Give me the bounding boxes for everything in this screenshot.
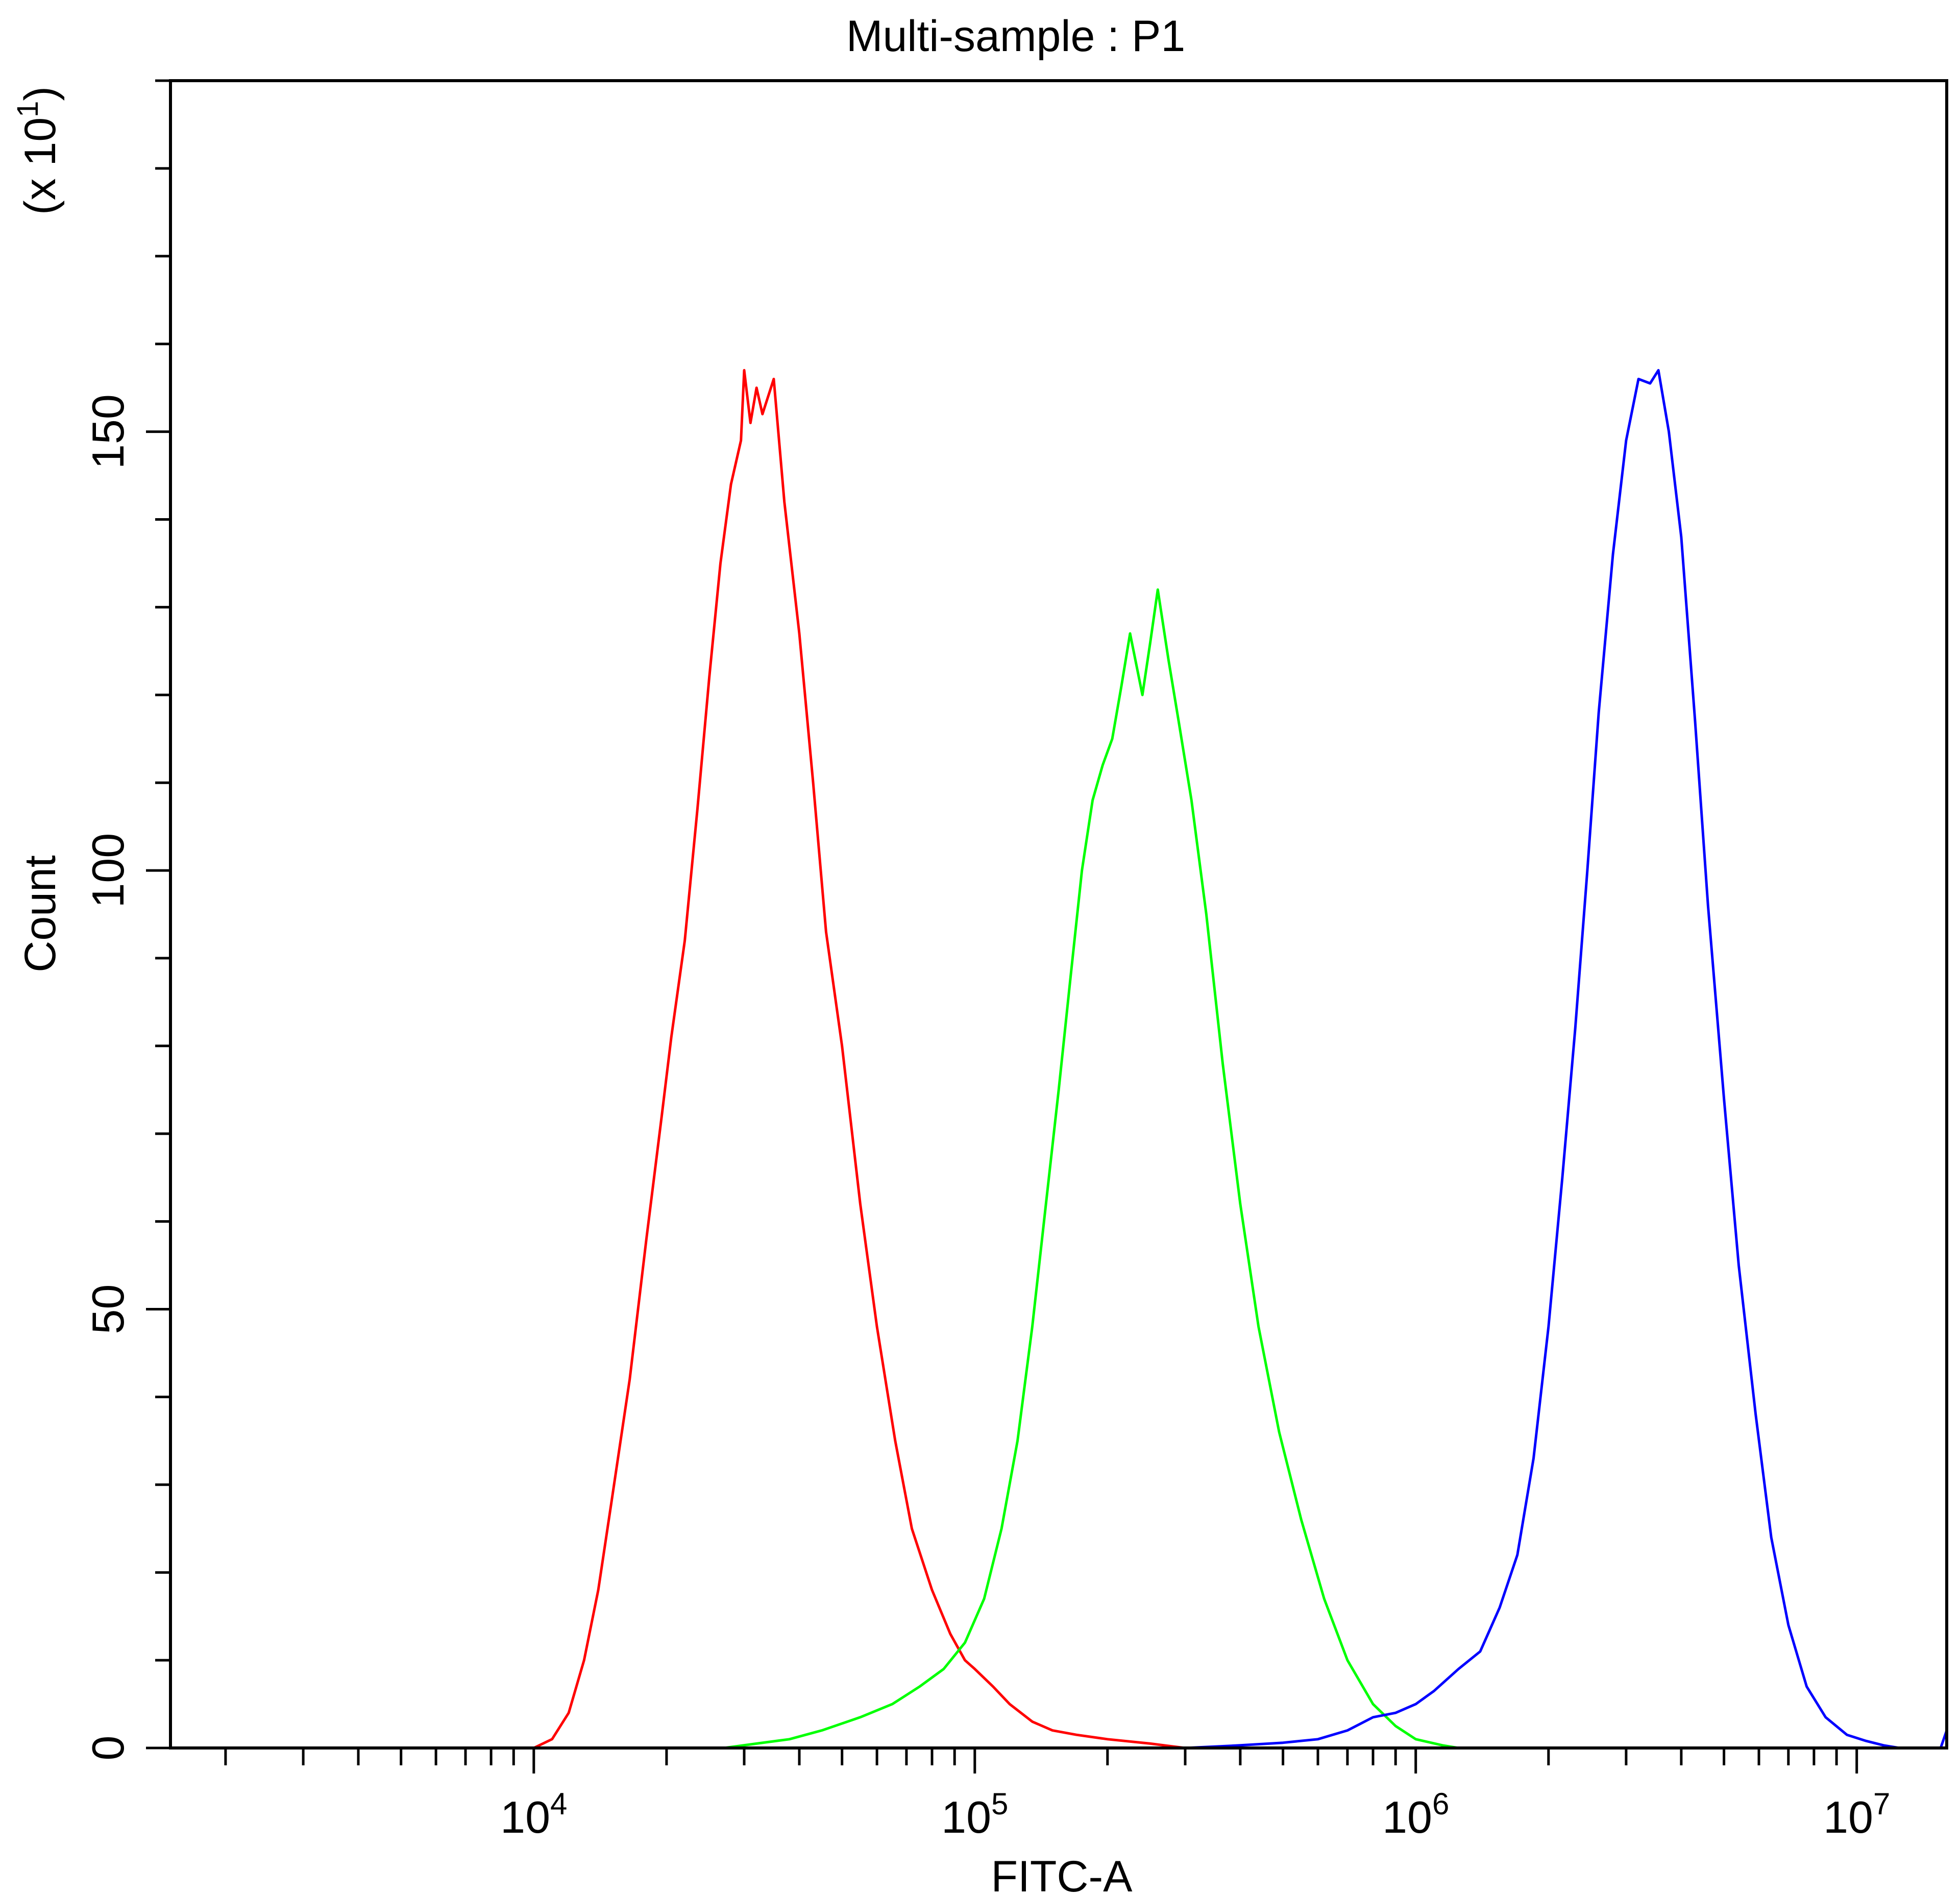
x-tick-exponent: 7 bbox=[1873, 1787, 1890, 1821]
x-tick-exponent: 6 bbox=[1432, 1787, 1449, 1821]
x-tick-label: 104 bbox=[500, 1787, 567, 1842]
y-multiplier-close: ) bbox=[16, 86, 65, 101]
chart-title: Multi-sample : P1 bbox=[846, 12, 1185, 61]
y-multiplier-exponent: 1 bbox=[11, 101, 44, 117]
series-line-2 bbox=[724, 588, 1459, 1750]
series-layer bbox=[533, 369, 1948, 1750]
y-tick-label: 50 bbox=[83, 1284, 133, 1334]
y-axis: 0 50 100 150 bbox=[83, 79, 170, 1761]
x-tick-base: 10 bbox=[941, 1792, 991, 1842]
x-tick-exponent: 4 bbox=[550, 1787, 567, 1821]
y-multiplier-base: (x 10 bbox=[16, 117, 65, 215]
y-axis-multiplier: (x 101) bbox=[11, 86, 65, 215]
x-tick-label: 107 bbox=[1823, 1787, 1890, 1842]
x-tick-label: 105 bbox=[941, 1787, 1008, 1842]
x-axis-label: FITC-A bbox=[991, 1852, 1133, 1895]
plot-frame bbox=[169, 79, 1948, 1750]
y-axis-label: Count bbox=[16, 855, 65, 973]
x-tick-base: 10 bbox=[1382, 1792, 1432, 1842]
x-tick-base: 10 bbox=[500, 1792, 550, 1842]
y-tick-label: 100 bbox=[83, 833, 133, 908]
x-tick-base: 10 bbox=[1823, 1792, 1873, 1842]
y-tick-label: 150 bbox=[83, 394, 133, 469]
y-tick-label: 0 bbox=[83, 1736, 133, 1761]
x-tick-label: 106 bbox=[1382, 1787, 1449, 1842]
x-axis: 104 105 106 107 bbox=[224, 1748, 1890, 1842]
series-line-3 bbox=[1185, 369, 1948, 1750]
x-tick-exponent: 5 bbox=[991, 1787, 1008, 1821]
series-line-1 bbox=[533, 369, 1186, 1750]
